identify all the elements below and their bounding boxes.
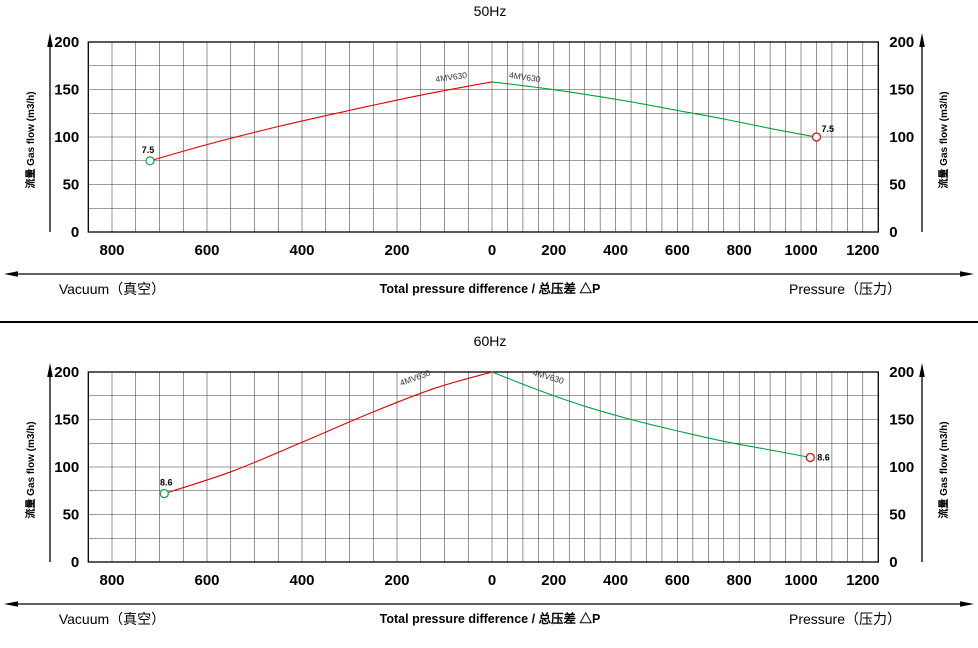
y-tick-label-left: 100 xyxy=(54,459,79,476)
arrow-head-right xyxy=(960,601,974,607)
series-label: 4MV630 xyxy=(435,70,468,84)
vacuum-axis-label: Vacuum（真空） xyxy=(59,611,165,627)
y-tick-label-right: 100 xyxy=(889,129,914,146)
y-tick-label-left: 200 xyxy=(54,364,79,381)
marker-label: 8.6 xyxy=(817,453,830,463)
y-tick-label-left: 50 xyxy=(63,177,80,194)
y-tick-label-right: 150 xyxy=(889,412,914,429)
x-tick-label: 800 xyxy=(99,242,124,259)
chart-title-50hz: 50Hz xyxy=(474,3,507,19)
x-tick-label: 600 xyxy=(665,242,690,259)
arrow-head-up xyxy=(919,33,925,47)
y-tick-label-left: 50 xyxy=(63,507,80,524)
x-tick-label: 800 xyxy=(727,242,752,259)
arrow-head-right xyxy=(960,271,974,277)
y-tick-label-right: 100 xyxy=(889,459,914,476)
y-tick-label-left: 100 xyxy=(54,129,79,146)
y-tick-label-left: 200 xyxy=(54,34,79,51)
marker-label: 7.5 xyxy=(142,145,155,155)
x-tick-label: 400 xyxy=(289,242,314,259)
curve-pressure xyxy=(491,371,811,459)
x-tick-label: 1200 xyxy=(846,572,879,589)
arrow-head-up xyxy=(47,33,53,47)
marker-circle xyxy=(805,452,815,463)
marker-circle xyxy=(145,156,155,166)
x-tick-label: 0 xyxy=(488,572,496,589)
plot-frame xyxy=(87,371,879,563)
section-divider xyxy=(0,321,978,323)
curve-vacuum xyxy=(149,81,493,162)
x-tick-label: 800 xyxy=(727,572,752,589)
total-pressure-axis-label: Total pressure difference / 总压差 △P xyxy=(380,281,601,296)
pressure-axis-label: Pressure（压力） xyxy=(789,281,901,297)
total-pressure-axis-label: Total pressure difference / 总压差 △P xyxy=(380,611,601,626)
y-axis-label-left: 流量 Gas flow (m3/h) xyxy=(24,91,37,188)
vacuum-axis-label: Vacuum（真空） xyxy=(59,281,165,297)
y-tick-label-left: 150 xyxy=(54,412,79,429)
x-tick-label: 200 xyxy=(384,242,409,259)
x-tick-label: 400 xyxy=(289,572,314,589)
y-tick-label-right: 200 xyxy=(889,364,914,381)
grid xyxy=(87,41,879,233)
marker-label: 7.5 xyxy=(822,124,835,134)
y-tick-label-right: 200 xyxy=(889,34,914,51)
y-axis-label-right: 流量 Gas flow (m3/h) xyxy=(937,421,950,518)
plot-frame xyxy=(87,41,879,233)
series-label: 4MV630 xyxy=(532,368,565,386)
curve-vacuum xyxy=(164,371,493,495)
chart-60hz: 60Hz 流量 Gas flow (m3/h) 流量 Gas flow (m3/… xyxy=(4,333,974,627)
marker-circle xyxy=(811,132,822,142)
curve-pressure xyxy=(491,81,817,138)
x-tick-label: 1000 xyxy=(784,242,817,259)
x-tick-label: 800 xyxy=(99,572,124,589)
arrow-head-left xyxy=(4,601,18,607)
y-axis-label-right: 流量 Gas flow (m3/h) xyxy=(937,91,950,188)
arrow-head-left xyxy=(4,271,18,277)
x-tick-label: 600 xyxy=(194,572,219,589)
marker-label: 8.6 xyxy=(160,478,173,488)
x-tick-label: 200 xyxy=(541,572,566,589)
arrow-head-up xyxy=(919,363,925,377)
pressure-axis-label: Pressure（压力） xyxy=(789,611,901,627)
chart-title-60hz: 60Hz xyxy=(474,333,507,349)
y-tick-label-left: 0 xyxy=(71,224,79,241)
x-tick-label: 0 xyxy=(488,242,496,259)
x-tick-label: 200 xyxy=(384,572,409,589)
y-tick-label-right: 50 xyxy=(889,177,906,194)
x-tick-label: 600 xyxy=(194,242,219,259)
series-label: 4MV630 xyxy=(398,368,431,388)
y-tick-label-right: 50 xyxy=(889,507,906,524)
y-tick-label-left: 150 xyxy=(54,82,79,99)
chart-50hz: 50Hz 流量 Gas flow (m3/h) 流量 Gas flow (m3/… xyxy=(4,3,974,297)
grid xyxy=(87,371,879,563)
arrow-head-up xyxy=(47,363,53,377)
y-axis-label-left: 流量 Gas flow (m3/h) xyxy=(24,421,37,518)
marker-circle xyxy=(159,489,169,499)
x-tick-label: 600 xyxy=(665,572,690,589)
y-tick-label-left: 0 xyxy=(71,554,79,571)
x-tick-label: 1000 xyxy=(784,572,817,589)
x-tick-label: 200 xyxy=(541,242,566,259)
x-tick-label: 1200 xyxy=(846,242,879,259)
x-tick-label: 400 xyxy=(603,242,628,259)
x-tick-label: 400 xyxy=(603,572,628,589)
y-tick-label-right: 0 xyxy=(889,554,897,571)
y-tick-label-right: 150 xyxy=(889,82,914,99)
y-tick-label-right: 0 xyxy=(889,224,897,241)
series-label: 4MV630 xyxy=(508,70,541,84)
